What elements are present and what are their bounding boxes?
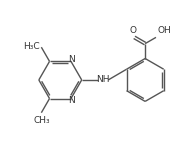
- Text: NH: NH: [96, 75, 110, 85]
- Text: OH: OH: [157, 26, 171, 35]
- Text: H₃C: H₃C: [23, 41, 39, 50]
- Text: N: N: [68, 96, 75, 105]
- Text: CH₃: CH₃: [33, 116, 50, 125]
- Text: N: N: [68, 55, 75, 64]
- Text: O: O: [129, 26, 136, 35]
